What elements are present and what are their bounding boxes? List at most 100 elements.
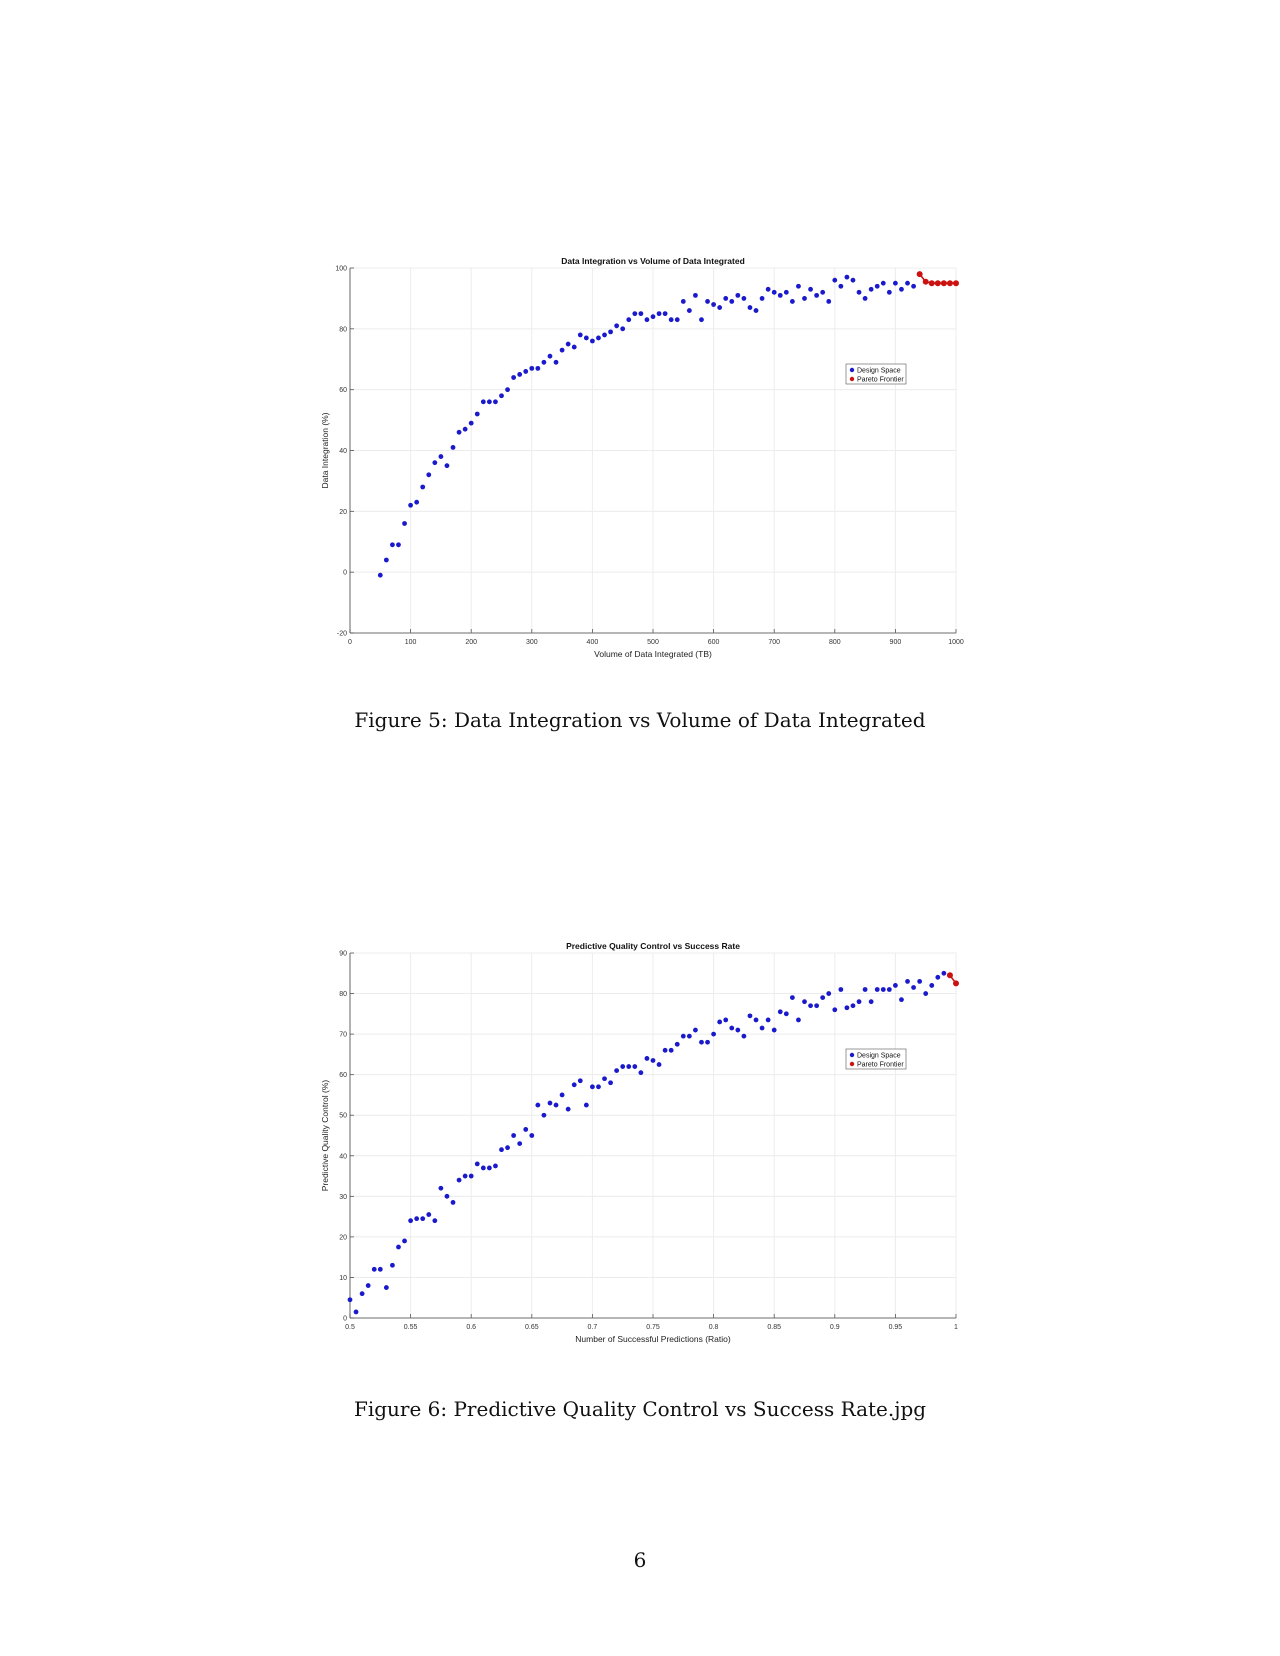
design-point bbox=[517, 1141, 523, 1147]
y-axis-label: Predictive Quality Control (%) bbox=[320, 1080, 330, 1192]
design-point bbox=[462, 1173, 468, 1179]
design-point bbox=[444, 1193, 450, 1199]
x-tick-label: 300 bbox=[526, 639, 538, 646]
design-point bbox=[571, 1082, 577, 1088]
design-point bbox=[383, 1285, 389, 1290]
design-point bbox=[444, 463, 450, 469]
design-point bbox=[899, 286, 904, 292]
design-point bbox=[559, 347, 565, 353]
design-point bbox=[832, 277, 838, 283]
design-point bbox=[711, 1031, 716, 1037]
design-point bbox=[426, 1212, 432, 1217]
design-point bbox=[705, 299, 710, 304]
y-tick-label: 40 bbox=[339, 448, 347, 455]
x-axis-label: Number of Successful Predictions (Ratio) bbox=[575, 1334, 731, 1344]
pareto-point bbox=[916, 271, 923, 278]
design-point bbox=[674, 317, 680, 323]
design-point bbox=[517, 372, 523, 377]
design-point bbox=[650, 314, 656, 320]
design-point bbox=[680, 1033, 686, 1039]
design-point bbox=[583, 1102, 589, 1108]
design-point bbox=[535, 1102, 541, 1108]
design-point bbox=[456, 429, 462, 435]
y-tick-label: 60 bbox=[339, 387, 347, 394]
design-point bbox=[717, 1019, 723, 1025]
pareto-point bbox=[934, 280, 941, 287]
design-point bbox=[541, 1112, 547, 1118]
design-point bbox=[529, 1133, 535, 1138]
design-point bbox=[886, 289, 892, 295]
design-point bbox=[923, 991, 929, 996]
design-point bbox=[820, 995, 826, 1001]
design-point bbox=[705, 1039, 710, 1045]
legend-entry: Design Space bbox=[857, 1052, 901, 1059]
design-point bbox=[614, 323, 620, 329]
chart-data-integration: 0 100 200 300 400 500 600 700 800 900 1000-2002040… bbox=[320, 256, 964, 659]
design-point bbox=[450, 445, 456, 450]
design-point bbox=[893, 280, 898, 286]
design-point bbox=[632, 1064, 638, 1069]
design-point bbox=[856, 289, 862, 295]
x-tick-label: 0.9 bbox=[830, 1324, 840, 1331]
design-point bbox=[614, 1068, 620, 1074]
design-point bbox=[620, 1064, 626, 1069]
design-point bbox=[480, 1165, 486, 1171]
x-tick-label: 0.75 bbox=[646, 1324, 660, 1331]
design-point bbox=[905, 280, 910, 286]
design-point bbox=[699, 317, 704, 323]
design-point bbox=[680, 299, 686, 304]
design-point bbox=[408, 1218, 413, 1224]
design-point bbox=[771, 289, 777, 295]
design-point bbox=[814, 292, 820, 298]
design-point bbox=[644, 317, 650, 323]
pareto-point bbox=[922, 278, 929, 285]
design-point bbox=[432, 1218, 438, 1224]
design-point bbox=[765, 286, 771, 292]
design-point bbox=[747, 1013, 753, 1019]
design-point bbox=[880, 987, 886, 992]
design-point bbox=[693, 1027, 698, 1033]
design-point bbox=[699, 1039, 704, 1045]
design-point bbox=[735, 1027, 741, 1033]
design-point bbox=[759, 1025, 765, 1031]
design-point bbox=[529, 365, 535, 371]
y-tick-label: 20 bbox=[339, 509, 347, 516]
design-point bbox=[571, 344, 577, 350]
design-point bbox=[674, 1041, 680, 1047]
design-point bbox=[608, 1080, 613, 1086]
design-point bbox=[468, 1173, 474, 1179]
design-point bbox=[371, 1266, 377, 1272]
legend-box bbox=[845, 363, 907, 385]
design-point bbox=[789, 299, 795, 304]
legend-box bbox=[845, 1048, 907, 1070]
design-point bbox=[668, 317, 674, 323]
design-point bbox=[577, 332, 583, 338]
y-tick-label: 40 bbox=[339, 1153, 347, 1160]
design-point bbox=[838, 987, 844, 992]
design-point bbox=[874, 283, 880, 289]
figure-5: 0 100 200 300 400 500 600 700 800 900 1000 -20 0 20 40… bbox=[0, 240, 1280, 680]
design-point bbox=[590, 1084, 595, 1090]
y-tick-label: 10 bbox=[339, 1275, 347, 1282]
design-point bbox=[723, 1017, 729, 1023]
design-point bbox=[402, 1238, 407, 1244]
y-tick-label: 80 bbox=[339, 991, 347, 998]
pareto-point bbox=[946, 972, 953, 979]
design-point bbox=[390, 1262, 395, 1268]
design-point bbox=[820, 289, 826, 295]
x-tick-label: 200 bbox=[465, 639, 477, 646]
design-point bbox=[511, 375, 517, 380]
x-tick-label: 400 bbox=[587, 639, 599, 646]
y-tick-label: 0 bbox=[343, 570, 347, 577]
design-point bbox=[850, 1003, 856, 1009]
design-point bbox=[553, 359, 559, 365]
x-tick-label: 700 bbox=[768, 639, 780, 646]
design-point bbox=[686, 308, 692, 313]
design-point bbox=[547, 353, 553, 359]
design-point bbox=[650, 1058, 656, 1063]
x-tick-label: 0 bbox=[348, 639, 352, 646]
legend-marker bbox=[849, 1061, 855, 1067]
design-point bbox=[850, 277, 856, 283]
design-point bbox=[565, 341, 571, 347]
design-point bbox=[826, 299, 832, 304]
